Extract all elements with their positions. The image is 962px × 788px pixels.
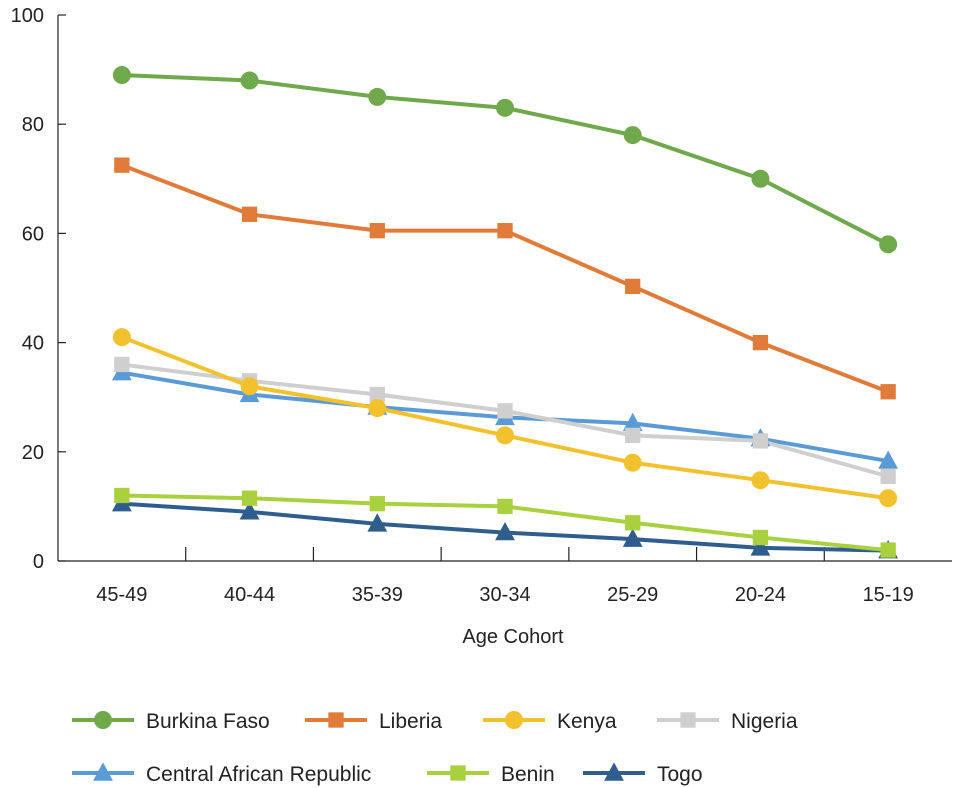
data-point-nigeria bbox=[497, 403, 513, 419]
data-point-benin bbox=[497, 498, 513, 515]
legend-label: Benin bbox=[501, 763, 555, 786]
data-point-kenya bbox=[240, 377, 259, 396]
legend-item-liberia: Liberia bbox=[305, 710, 442, 733]
data-point-burkina-faso bbox=[751, 169, 770, 188]
legend-item-togo: Togo bbox=[583, 762, 703, 786]
x-tick-label: 45-49 bbox=[96, 584, 147, 606]
data-point-nigeria bbox=[880, 468, 896, 485]
data-point-togo bbox=[239, 501, 260, 520]
data-point-liberia bbox=[114, 157, 130, 173]
data-point-benin bbox=[369, 496, 385, 512]
data-point-burkina-faso bbox=[112, 66, 131, 85]
data-point-burkina-faso bbox=[240, 71, 259, 90]
legend-marker bbox=[93, 762, 113, 781]
x-tick-label: 40-44 bbox=[224, 584, 275, 606]
data-point-togo bbox=[495, 522, 515, 541]
legend-label: Central African Republic bbox=[146, 763, 371, 786]
data-point-benin bbox=[625, 515, 641, 531]
legend-marker bbox=[680, 712, 696, 728]
data-point-nigeria bbox=[752, 433, 769, 449]
data-point-burkina-faso bbox=[368, 87, 387, 106]
data-point-liberia bbox=[497, 223, 513, 239]
legend-marker bbox=[450, 765, 466, 781]
data-point-kenya bbox=[623, 453, 642, 472]
data-point-liberia bbox=[241, 206, 258, 222]
data-point-burkina-faso bbox=[623, 126, 642, 145]
data-point-liberia bbox=[369, 223, 385, 239]
legend-label: Burkina Faso bbox=[146, 710, 270, 733]
data-point-benin bbox=[880, 542, 896, 558]
legend-item-burkina-faso: Burkina Faso bbox=[72, 710, 270, 733]
series-line-liberia bbox=[119, 163, 891, 394]
data-point-togo bbox=[750, 537, 771, 556]
data-point-benin bbox=[114, 487, 130, 504]
y-tick-label: 0 bbox=[33, 551, 44, 573]
data-point-kenya bbox=[496, 426, 514, 445]
x-tick-label: 15-19 bbox=[863, 584, 914, 606]
y-tick-label: 100 bbox=[11, 5, 44, 27]
data-point-central-african-republic bbox=[622, 412, 643, 432]
legend-label: Kenya bbox=[557, 710, 617, 733]
legend-marker bbox=[94, 711, 112, 729]
x-tick-label: 35-39 bbox=[352, 584, 403, 606]
legend-marker bbox=[604, 762, 624, 781]
data-point-liberia bbox=[752, 334, 769, 351]
data-point-nigeria bbox=[625, 427, 641, 444]
x-tick-label: 25-29 bbox=[607, 584, 658, 606]
data-point-nigeria bbox=[369, 386, 385, 403]
x-tick-label: 30-34 bbox=[479, 584, 530, 606]
legend-item-central-african-republic: Central African Republic bbox=[72, 762, 371, 786]
legend-item-kenya: Kenya bbox=[483, 710, 617, 733]
legend-marker bbox=[328, 712, 344, 728]
legend-label: Nigeria bbox=[731, 710, 798, 733]
data-point-kenya bbox=[368, 399, 387, 418]
legend-item-nigeria: Nigeria bbox=[657, 710, 798, 733]
x-axis-title: Age Cohort bbox=[462, 626, 564, 648]
data-point-nigeria bbox=[114, 356, 130, 373]
data-point-central-african-republic bbox=[878, 450, 899, 469]
data-point-burkina-faso bbox=[879, 235, 898, 254]
legend-label: Liberia bbox=[379, 710, 442, 733]
data-point-togo bbox=[622, 528, 643, 547]
y-tick-label: 20 bbox=[22, 442, 44, 464]
data-point-benin bbox=[752, 529, 769, 546]
legend-item-benin: Benin bbox=[427, 763, 555, 786]
data-point-kenya bbox=[879, 489, 898, 508]
data-point-liberia bbox=[880, 384, 896, 400]
data-point-togo bbox=[367, 513, 388, 532]
data-point-liberia bbox=[625, 278, 641, 295]
data-point-benin bbox=[241, 490, 258, 506]
y-tick-label: 60 bbox=[22, 223, 44, 245]
legend-label: Togo bbox=[657, 763, 703, 786]
data-point-kenya bbox=[112, 328, 131, 347]
data-point-kenya bbox=[751, 471, 770, 490]
x-tick-label: 20-24 bbox=[735, 584, 786, 606]
y-tick-label: 40 bbox=[22, 333, 44, 355]
legend-marker bbox=[505, 711, 523, 729]
data-point-burkina-faso bbox=[496, 98, 514, 117]
y-tick-label: 80 bbox=[22, 114, 44, 136]
